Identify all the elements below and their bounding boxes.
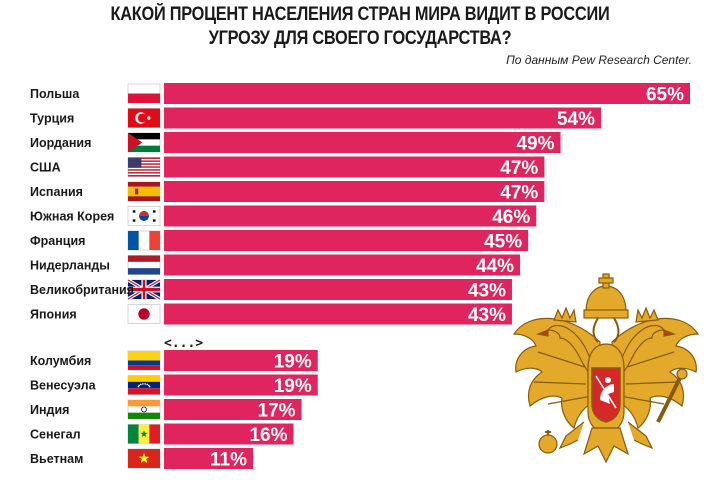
value-label: 54% bbox=[557, 109, 595, 130]
value-label: 45% bbox=[484, 232, 522, 253]
value-label: 19% bbox=[274, 352, 312, 373]
bar bbox=[164, 350, 318, 371]
russian-coat-of-arms-icon bbox=[512, 273, 700, 464]
japan-flag bbox=[127, 304, 161, 324]
category-label: Южная Корея bbox=[30, 210, 114, 224]
category-label: Колумбия bbox=[30, 354, 91, 368]
bar bbox=[164, 374, 318, 396]
venezuela-flag bbox=[127, 375, 161, 395]
bar bbox=[164, 83, 690, 104]
category-label: Иордания bbox=[30, 136, 91, 150]
value-label: 49% bbox=[516, 134, 554, 155]
bar bbox=[164, 156, 545, 178]
bar bbox=[164, 448, 254, 469]
category-label: Турция bbox=[30, 112, 74, 126]
bar bbox=[164, 181, 545, 202]
category-label: Испания bbox=[30, 185, 83, 199]
value-label: 17% bbox=[258, 401, 296, 422]
france-flag bbox=[127, 230, 161, 251]
value-label: 65% bbox=[646, 85, 684, 106]
bar bbox=[164, 254, 521, 276]
south-korea-flag bbox=[127, 206, 161, 226]
poland-flag bbox=[127, 83, 161, 104]
bar bbox=[164, 279, 512, 300]
bar bbox=[164, 399, 302, 420]
bar bbox=[164, 107, 601, 129]
senegal-flag bbox=[127, 424, 161, 444]
chart-title-line-2: УГРОЗУ ДЛЯ СВОЕГО ГОСУДАРСТВА? bbox=[208, 28, 512, 49]
category-label: Индия bbox=[30, 403, 69, 417]
value-label: 47% bbox=[500, 158, 538, 179]
category-label: Венесуэла bbox=[30, 379, 97, 393]
turkey-flag bbox=[127, 108, 161, 128]
netherlands-flag bbox=[127, 255, 161, 275]
category-label: Сенегал bbox=[30, 428, 81, 442]
value-label: 19% bbox=[274, 376, 312, 397]
usa-flag bbox=[127, 157, 161, 177]
category-label: Франция bbox=[30, 234, 85, 248]
spain-flag bbox=[127, 181, 161, 202]
jordan-flag bbox=[127, 132, 161, 153]
bar bbox=[164, 132, 561, 153]
bar bbox=[164, 205, 537, 227]
bar bbox=[164, 423, 294, 445]
category-label: Нидерланды bbox=[30, 259, 110, 273]
value-label: 43% bbox=[468, 281, 506, 302]
value-label: 46% bbox=[492, 207, 530, 228]
value-label: 47% bbox=[500, 183, 538, 204]
colombia-flag bbox=[127, 350, 161, 371]
bar bbox=[164, 230, 529, 251]
india-flag bbox=[127, 399, 161, 420]
gap-marker: <...> bbox=[164, 336, 203, 351]
value-label: 44% bbox=[476, 256, 514, 277]
category-label: Великобритания bbox=[30, 283, 134, 297]
vietnam-flag bbox=[127, 448, 161, 469]
value-label: 43% bbox=[468, 305, 506, 326]
uk-flag bbox=[127, 278, 161, 301]
value-label: 11% bbox=[210, 450, 247, 471]
category-label: Польша bbox=[30, 87, 80, 101]
source-note: По данным Pew Research Center. bbox=[506, 53, 692, 67]
chart-title-line-1: КАКОЙ ПРОЦЕНТ НАСЕЛЕНИЯ СТРАН МИРА ВИДИТ… bbox=[110, 4, 610, 25]
bar bbox=[164, 303, 512, 325]
value-label: 16% bbox=[249, 425, 287, 446]
category-label: США bbox=[30, 161, 61, 175]
category-label: Вьетнам bbox=[30, 452, 83, 466]
category-label: Япония bbox=[30, 308, 77, 322]
